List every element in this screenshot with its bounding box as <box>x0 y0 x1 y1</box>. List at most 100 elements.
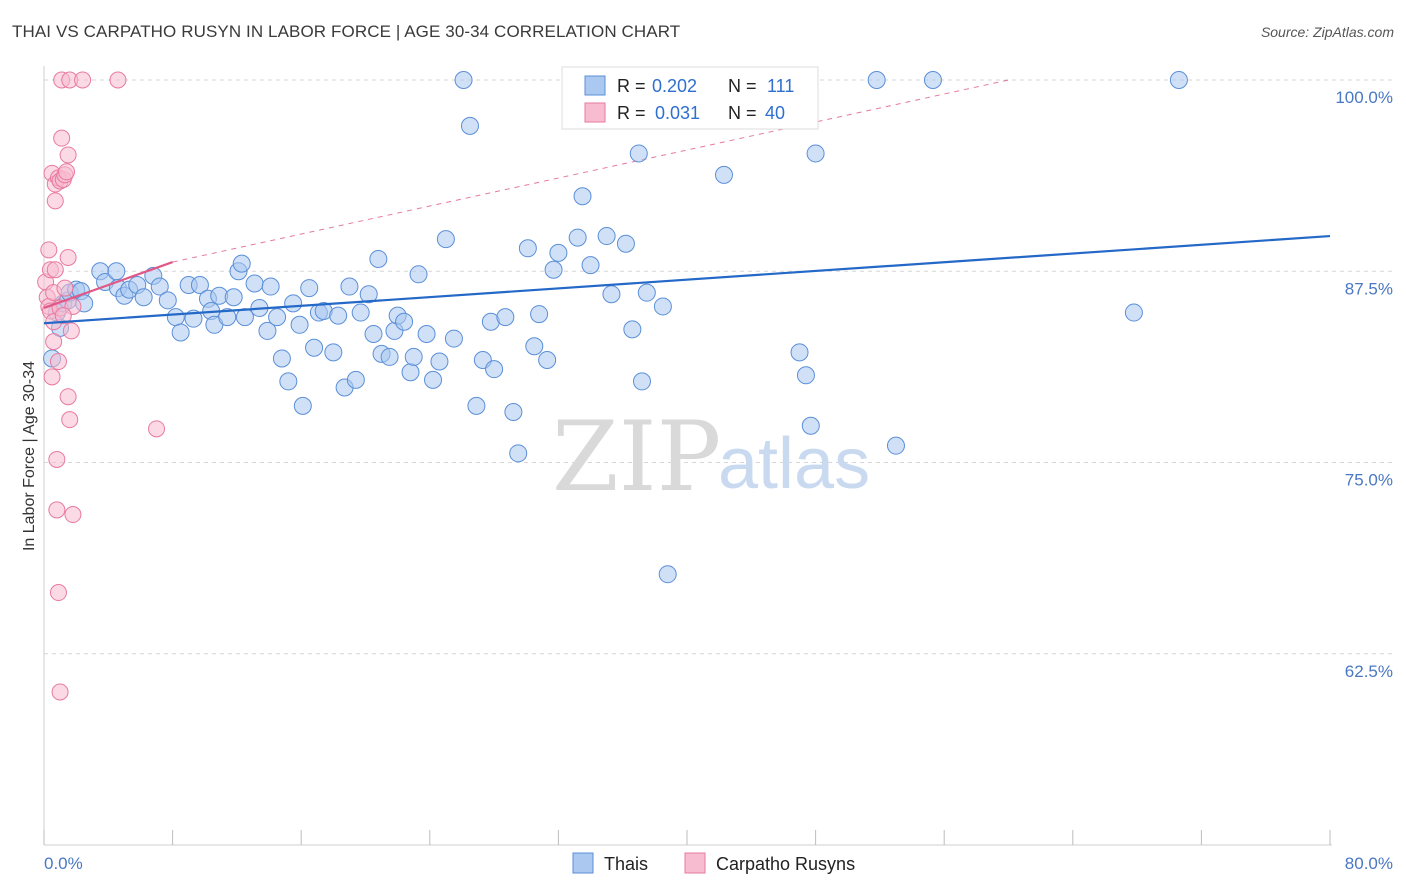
thais-point <box>444 329 463 348</box>
carpatho-rusyns-trend-line <box>43 261 173 310</box>
thais-point <box>258 321 277 340</box>
thais-point <box>395 312 414 331</box>
thais-point <box>806 144 825 163</box>
rusyn-legend-swatch <box>584 102 606 123</box>
carpatho-rusyn-point <box>46 192 64 210</box>
carpatho-rusyn-point <box>49 353 67 371</box>
thais-point <box>467 396 486 415</box>
thais-point <box>518 239 537 258</box>
thais-point <box>409 265 428 284</box>
thais-point <box>629 144 648 163</box>
carpatho-rusyn-point <box>59 248 77 266</box>
carpatho-rusyn-point <box>64 506 82 524</box>
thais-point <box>424 370 443 389</box>
y-tick-label: 75.0% <box>1345 471 1393 490</box>
thais-point <box>284 294 303 313</box>
thais-point <box>293 396 312 415</box>
thais-point <box>150 277 169 296</box>
thais-point <box>790 343 809 362</box>
thais-point <box>1124 303 1143 322</box>
thais-point <box>190 276 209 295</box>
thais-n-label: N = <box>728 76 757 96</box>
carpatho-rusyn-point <box>54 307 72 325</box>
rusyn-n-value: 40 <box>765 103 785 123</box>
carpatho-rusyns-points <box>37 71 166 701</box>
thais-series-swatch <box>572 852 594 874</box>
thais-point <box>485 360 504 379</box>
thais-point <box>658 565 677 584</box>
x-tick-marks <box>43 830 1331 845</box>
carpatho-rusyn-point <box>56 279 74 297</box>
source-label: Source: ZipAtlas.com <box>1260 24 1394 40</box>
thais-point <box>886 436 905 455</box>
thais-point <box>538 350 557 369</box>
thais-point <box>369 250 388 269</box>
thais-point <box>279 372 298 391</box>
thais-point <box>380 347 399 366</box>
thais-point <box>404 347 423 366</box>
carpatho-rusyn-point <box>48 501 66 519</box>
rusyn-r-label: R = <box>617 103 646 123</box>
thais-point <box>235 308 254 327</box>
thais-point <box>653 297 672 316</box>
thais-point <box>714 165 733 184</box>
thais-point <box>300 279 319 298</box>
thais-point <box>158 291 177 310</box>
thais-point <box>171 323 190 342</box>
y-tick-label: 100.0% <box>1335 88 1393 107</box>
thais-point <box>134 288 153 307</box>
thais-point <box>544 260 563 279</box>
thais-point <box>261 277 280 296</box>
thais-point <box>460 116 479 135</box>
carpatho-rusyn-point <box>58 163 76 181</box>
carpatho-rusyn-point <box>53 129 71 147</box>
thais-point <box>632 372 651 391</box>
thais-point <box>867 71 886 89</box>
thais-point <box>581 256 600 275</box>
x-axis <box>43 66 1332 846</box>
grid-lines <box>44 79 1395 655</box>
thais-point <box>268 308 287 327</box>
stats-legend: R = 0.202 N = 111 R = 0.031 N = 40 <box>561 66 819 130</box>
carpatho-rusyns-trend-extension <box>172 79 1009 263</box>
thais-legend-swatch <box>584 75 606 96</box>
carpatho-rusyn-point <box>109 71 127 89</box>
thais-point <box>637 283 656 302</box>
carpatho-rusyn-point <box>51 683 69 701</box>
thais-point <box>346 370 365 389</box>
thais-point <box>525 337 544 356</box>
thais-point <box>430 352 449 371</box>
thais-point <box>166 308 185 327</box>
thais-n-value: 111 <box>767 76 794 96</box>
carpatho-rusyn-point <box>74 71 92 89</box>
rusyn-n-label: N = <box>728 103 757 123</box>
y-axis-label: In Labor Force | Age 30-34 <box>21 361 38 551</box>
thais-point <box>417 324 436 343</box>
thais-point <box>436 230 455 249</box>
thais-r-value: 0.202 <box>652 76 697 96</box>
thais-point <box>549 243 568 262</box>
thais-point <box>602 285 621 304</box>
thais-point <box>616 234 635 253</box>
thais-point <box>801 416 820 435</box>
thais-point <box>272 349 291 368</box>
thais-point <box>218 308 237 327</box>
carpatho-rusyn-point <box>49 584 67 602</box>
thais-trend-line <box>43 234 1331 325</box>
carpatho-rusyns-trend <box>43 261 173 310</box>
thais-point <box>597 227 616 246</box>
thais-point <box>504 403 523 422</box>
thais-point <box>359 285 378 304</box>
thais-point <box>245 274 264 293</box>
x-tick-label-max: 80.0% <box>1345 854 1393 873</box>
carpatho-rusyn-point <box>59 146 77 164</box>
thais-point <box>568 228 587 247</box>
carpatho-rusyn-point <box>45 333 63 351</box>
rusyn-series-swatch <box>684 852 706 874</box>
thais-point <box>509 444 528 463</box>
thais-point <box>290 315 309 334</box>
carpatho-rusyn-point <box>62 322 80 340</box>
thais-point <box>329 306 348 325</box>
thais-series-label: Thais <box>604 854 648 874</box>
